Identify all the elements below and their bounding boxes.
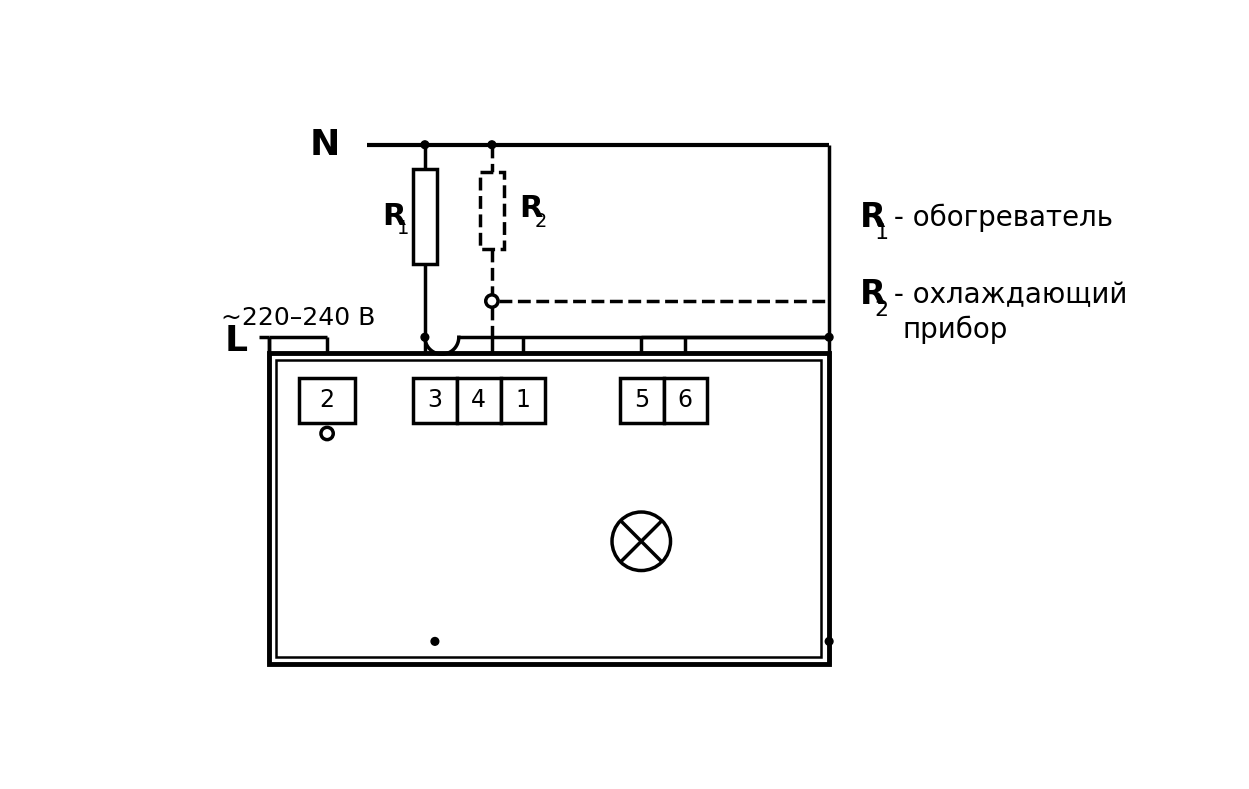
Circle shape [486,295,498,307]
Bar [269,353,829,664]
Text: 2: 2 [320,388,335,413]
Bar [276,361,822,656]
Text: L: L [225,324,247,358]
Circle shape [826,638,833,645]
Bar [663,378,707,423]
Text: 1: 1 [396,219,408,238]
Bar [480,172,505,249]
Circle shape [421,141,428,148]
Text: 4: 4 [471,388,486,413]
Text: ~220–240 В: ~220–240 В [221,306,375,330]
Text: R: R [861,279,886,312]
Text: 1: 1 [516,388,530,413]
Text: R: R [382,202,406,231]
Text: 2: 2 [535,211,547,230]
Text: 6: 6 [678,388,693,413]
Circle shape [431,638,438,645]
Circle shape [421,334,428,341]
Circle shape [826,334,833,341]
Bar [620,378,663,423]
Bar [300,378,355,423]
Circle shape [321,428,333,439]
Bar [501,378,545,423]
Circle shape [488,141,496,148]
Text: прибор: прибор [902,316,1008,344]
Text: R: R [861,201,886,234]
Bar [457,378,501,423]
Text: t°: t° [511,487,532,507]
Bar [413,378,457,423]
Text: N: N [310,128,340,162]
Circle shape [612,512,671,570]
Text: 1: 1 [874,222,889,242]
Text: - обогреватель: - обогреватель [884,204,1113,232]
Text: R: R [520,194,543,223]
Text: 2: 2 [874,301,889,320]
Bar [412,169,437,264]
Text: - охлаждающий: - охлаждающий [884,281,1127,308]
Text: 3: 3 [427,388,442,413]
Text: 5: 5 [633,388,649,413]
